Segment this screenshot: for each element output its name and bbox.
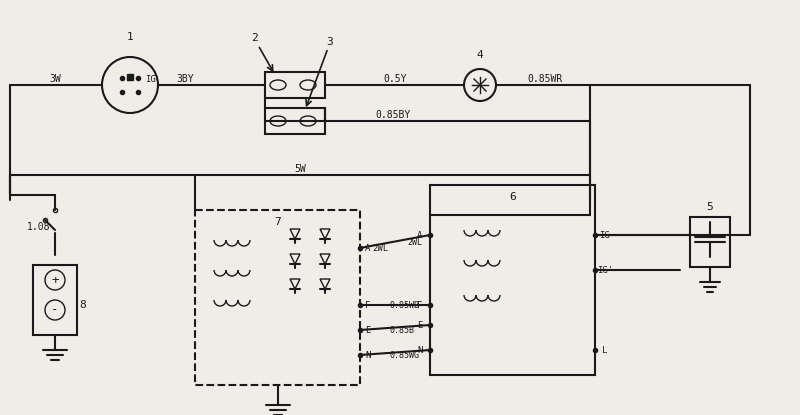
Text: 0.85WR: 0.85WR [527, 74, 562, 84]
Text: 3W: 3W [49, 74, 61, 84]
Bar [265, 108, 325, 134]
Bar [430, 185, 595, 375]
Text: 5: 5 [706, 202, 714, 212]
Text: 1: 1 [126, 32, 134, 42]
Text: F: F [366, 300, 370, 310]
Text: 3BY: 3BY [176, 74, 194, 84]
Text: 8: 8 [80, 300, 86, 310]
Text: IG: IG [600, 230, 610, 239]
Bar [265, 72, 325, 98]
Text: 2WL: 2WL [407, 237, 422, 247]
Text: E: E [366, 325, 370, 334]
Text: 6: 6 [509, 192, 516, 202]
Text: -: - [51, 303, 58, 317]
Text: 2: 2 [252, 33, 258, 43]
Text: 4: 4 [477, 50, 483, 60]
Text: IG': IG' [597, 266, 613, 274]
Text: F: F [418, 300, 422, 310]
Text: +: + [51, 273, 58, 286]
Text: N: N [366, 351, 370, 359]
Text: 2WL: 2WL [372, 244, 388, 252]
Text: 1.08: 1.08 [27, 222, 50, 232]
Bar [690, 217, 730, 267]
Text: 3: 3 [326, 37, 334, 47]
Bar [195, 210, 360, 385]
Text: L: L [602, 346, 608, 354]
Text: 5W: 5W [294, 164, 306, 174]
Text: 0.85BY: 0.85BY [375, 110, 410, 120]
Bar [33, 265, 77, 335]
Text: 0.85WB: 0.85WB [390, 300, 420, 310]
Text: E: E [418, 320, 422, 330]
Text: 0.85B: 0.85B [390, 325, 414, 334]
Text: IG: IG [145, 76, 155, 85]
Text: A: A [366, 244, 370, 252]
Text: 0.5Y: 0.5Y [383, 74, 406, 84]
Text: 0.85WG: 0.85WG [389, 351, 419, 359]
Text: A: A [418, 230, 422, 239]
Text: 7: 7 [274, 217, 281, 227]
Text: N: N [418, 346, 422, 354]
